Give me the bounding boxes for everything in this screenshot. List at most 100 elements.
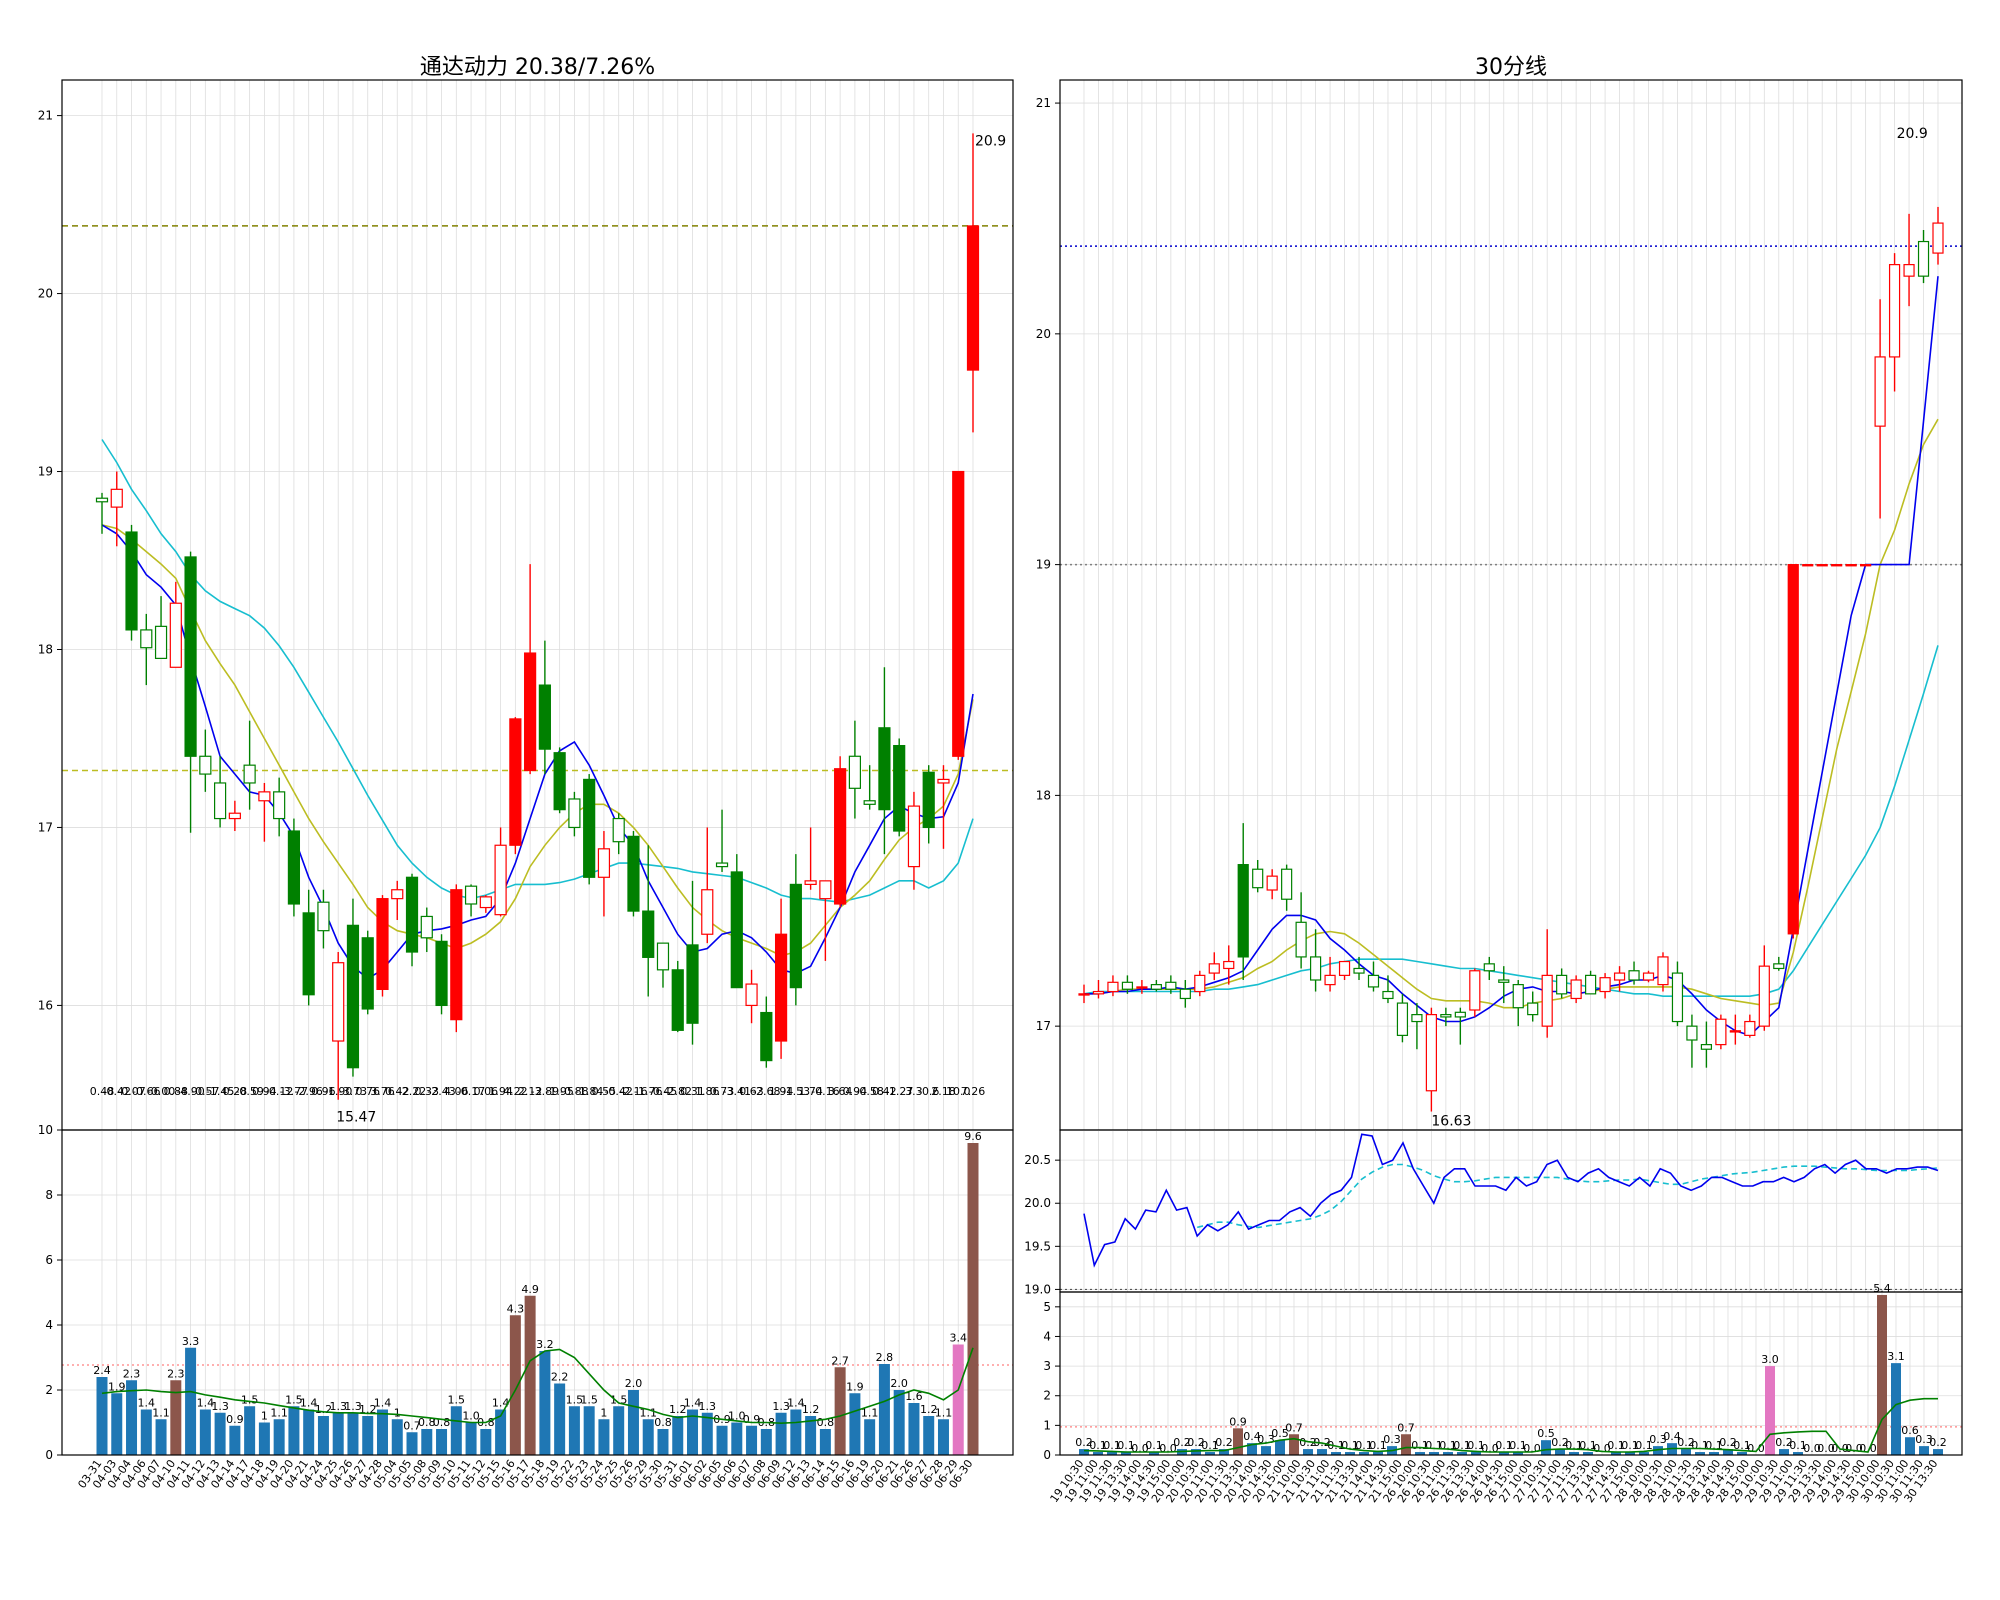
left-k-pct-label: -0.57 — [191, 1085, 219, 1098]
right-vol-bar — [1205, 1452, 1215, 1455]
left-k-candle-body — [937, 778, 950, 784]
left-vol-bar — [864, 1419, 876, 1455]
left-k-pct-label: -1.76 — [634, 1085, 662, 1098]
left-k-candle-body — [199, 755, 212, 775]
left-vol-value-label: 1.0 — [728, 1410, 746, 1423]
left-k-candle-body — [922, 771, 935, 829]
left-k-candle-body — [273, 791, 286, 820]
left-vol-bar — [509, 1315, 521, 1455]
right-vol-bar — [1359, 1452, 1369, 1455]
left-k-pct-label: 0.06 — [474, 1085, 499, 1098]
right-vol-value-label: 0.4 — [1663, 1430, 1681, 1443]
left-k-pct-label: -3.41 — [723, 1085, 751, 1098]
right-k-candle-body — [1309, 956, 1322, 981]
left-k-y-tick-label: 18 — [38, 642, 53, 656]
right-vol-value-label: 0.5 — [1537, 1427, 1555, 1440]
left-vol-frame — [61, 1129, 1014, 1456]
left-k-pct-label: -0.00 — [147, 1085, 175, 1098]
right-vol-bar — [1261, 1446, 1271, 1455]
right-k-candle-body — [1628, 970, 1640, 981]
right-vol-value-label: 0.1 — [1733, 1439, 1751, 1452]
right-vol-value-label: 0.2 — [1173, 1436, 1191, 1449]
left-vol-y-tick-label: 8 — [45, 1188, 53, 1202]
right-k-candle-body — [1498, 979, 1510, 983]
right-vol-value-label: 0.9 — [1229, 1415, 1247, 1428]
left-vol-value-label: 1 — [394, 1406, 401, 1419]
right-vol-value-label: 0.6 — [1901, 1424, 1919, 1437]
right-candlestick-panel: 17 18 19 20 21 20.9 16.63 30分线 — [1036, 55, 1963, 1131]
right-k-min-label: 16.63 — [1431, 1114, 1471, 1130]
right-k-candle-body — [1888, 264, 1901, 358]
left-vol-value-label: 1.5 — [580, 1393, 598, 1406]
right-vol-value-label: 0.2 — [1929, 1436, 1947, 1449]
left-k-pct-label: 4.06 — [444, 1085, 469, 1098]
right-k-candle-body — [1831, 564, 1843, 567]
right-k-candle-body — [1469, 970, 1481, 1011]
left-k-candle-body — [287, 830, 301, 905]
right-vol-bar — [1275, 1440, 1285, 1455]
right-vol-bar — [1233, 1428, 1243, 1455]
left-k-candle-body — [391, 889, 404, 900]
left-vol-bar — [362, 1416, 374, 1455]
right-vol-bar — [1303, 1449, 1313, 1455]
left-k-pct-label: -0.88 — [560, 1085, 588, 1098]
left-vol-value-label: 4.9 — [521, 1283, 539, 1296]
left-k-pct-label: -0.42 — [103, 1085, 131, 1098]
left-k-candle-body — [952, 470, 965, 757]
right-vol-value-label: 0.1 — [1467, 1439, 1485, 1452]
right-k-candle-body — [1092, 990, 1105, 995]
right-vol-value-label: 0.2 — [1215, 1436, 1233, 1449]
left-k-ma5-line — [101, 524, 974, 980]
left-k-pct-label: 4.22 — [503, 1085, 528, 1098]
left-vol-value-label: 1.6 — [905, 1390, 923, 1403]
right-vol-value-label: 0.1 — [1621, 1439, 1639, 1452]
right-vol-value-label: 3.0 — [1761, 1353, 1779, 1366]
left-k-pct-label: 10.0 — [946, 1085, 971, 1098]
left-k-pct-label: -0.59 — [235, 1085, 263, 1098]
left-k-candle-body — [317, 901, 330, 932]
left-k-candle-body — [834, 768, 847, 905]
left-vol-bar — [834, 1367, 846, 1455]
left-k-candle-body — [405, 876, 419, 953]
left-vol-value-label: 1.1 — [935, 1406, 953, 1419]
right-vol-bar — [1093, 1452, 1103, 1455]
left-k-candle-body — [774, 933, 788, 1042]
left-vol-bar — [317, 1416, 329, 1455]
right-k-candle-body — [1845, 564, 1857, 567]
right-vol-bar — [1247, 1443, 1257, 1455]
right-vol-bar — [1709, 1452, 1719, 1455]
right-vol-y-tick-label: 0 — [1043, 1448, 1051, 1462]
left-vol-value-label: 1.5 — [566, 1393, 584, 1406]
left-k-min-label: 15.47 — [336, 1110, 376, 1126]
left-vol-bar — [760, 1429, 772, 1455]
right-vol-bar — [1541, 1440, 1551, 1455]
left-vol-ma-line — [101, 1347, 974, 1425]
left-k-candle-body — [524, 652, 537, 772]
right-vol-bar — [1877, 1294, 1887, 1455]
left-k-ma10-line — [101, 524, 974, 957]
right-vol-value-label: 0.2 — [1187, 1436, 1205, 1449]
left-k-candle-body — [228, 812, 241, 820]
right-vol-value-label: 0.0 — [1803, 1442, 1821, 1455]
left-vol-bar — [805, 1416, 817, 1455]
left-vol-bar — [878, 1364, 890, 1455]
right-vol-value-label: 0.1 — [1369, 1439, 1387, 1452]
left-vol-bar — [657, 1429, 669, 1455]
left-vol-bar — [170, 1380, 182, 1455]
left-vol-bar — [893, 1390, 905, 1455]
left-vol-bar — [583, 1406, 595, 1455]
right-k-candle-body — [1570, 979, 1582, 1000]
left-vol-value-label: 3.2 — [536, 1338, 554, 1351]
left-k-candle-body — [715, 862, 729, 868]
right-vol-bar — [1891, 1363, 1901, 1455]
right-chart-title: 30分线 — [1475, 55, 1547, 80]
left-vol-value-label: 2.8 — [876, 1351, 894, 1364]
left-vol-value-label: 3.4 — [949, 1332, 967, 1345]
left-k-pct-label: -0.58 — [855, 1085, 883, 1098]
left-k-pct-label: 0.88 — [164, 1085, 189, 1098]
left-k-candle-body — [420, 915, 433, 939]
left-vol-bar — [539, 1351, 551, 1455]
left-k-pct-label: -0.16 — [811, 1085, 839, 1098]
right-k-candle-body — [1425, 1014, 1437, 1092]
left-k-candle-body — [243, 764, 256, 784]
